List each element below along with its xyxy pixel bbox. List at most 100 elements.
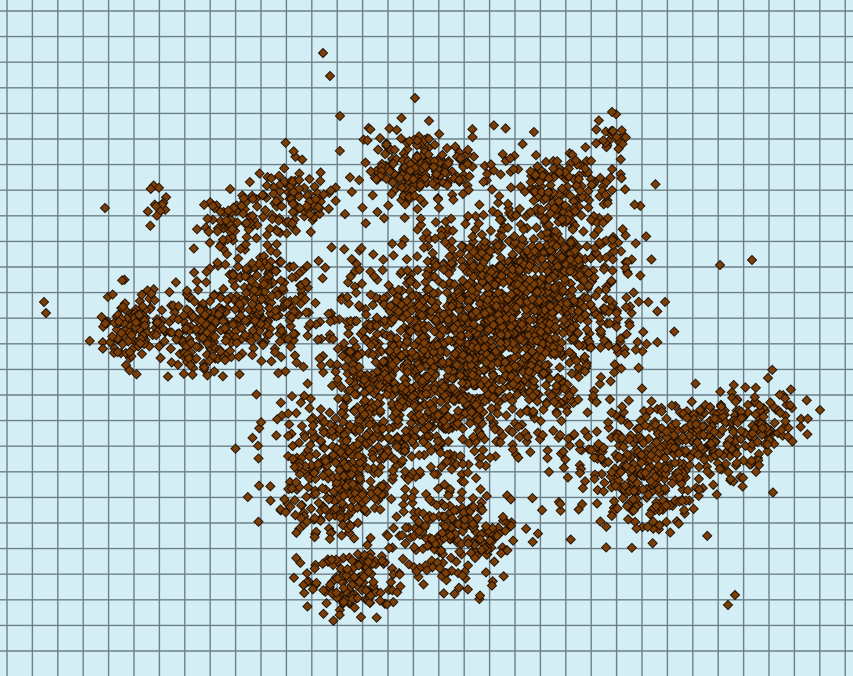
point-feature[interactable]	[693, 473, 705, 485]
point-feature[interactable]	[247, 210, 258, 222]
point-feature[interactable]	[479, 342, 490, 353]
point-feature[interactable]	[602, 198, 613, 209]
point-feature[interactable]	[266, 173, 277, 184]
point-feature[interactable]	[674, 472, 685, 483]
point-feature[interactable]	[378, 213, 390, 224]
point-feature[interactable]	[731, 457, 743, 469]
point-feature[interactable]	[456, 487, 468, 498]
point-feature[interactable]	[693, 490, 704, 502]
point-feature[interactable]	[544, 373, 556, 384]
point-feature[interactable]	[99, 202, 111, 214]
point-feature[interactable]	[279, 494, 290, 505]
point-feature[interactable]	[498, 277, 509, 289]
point-feature[interactable]	[261, 180, 273, 191]
point-feature[interactable]	[391, 333, 403, 344]
point-feature[interactable]	[492, 408, 503, 419]
point-feature[interactable]	[330, 503, 341, 514]
point-feature[interactable]	[457, 377, 468, 389]
point-feature[interactable]	[242, 491, 254, 503]
point-feature[interactable]	[271, 247, 283, 259]
point-feature[interactable]	[640, 467, 651, 479]
point-feature[interactable]	[315, 175, 326, 187]
point-feature[interactable]	[356, 242, 367, 254]
point-feature[interactable]	[124, 347, 135, 358]
point-feature[interactable]	[367, 190, 378, 201]
point-feature[interactable]	[598, 442, 609, 453]
point-feature[interactable]	[463, 329, 474, 340]
point-feature[interactable]	[522, 245, 533, 257]
point-feature[interactable]	[241, 231, 252, 243]
point-feature[interactable]	[286, 390, 298, 402]
point-feature[interactable]	[566, 368, 578, 379]
point-feature[interactable]	[247, 193, 258, 205]
point-feature[interactable]	[274, 336, 286, 347]
point-feature[interactable]	[455, 450, 466, 462]
point-feature[interactable]	[185, 359, 196, 371]
point-feature[interactable]	[342, 291, 353, 303]
point-feature[interactable]	[117, 301, 129, 312]
point-feature[interactable]	[705, 401, 716, 413]
point-feature[interactable]	[305, 503, 317, 514]
point-feature[interactable]	[629, 199, 640, 210]
point-feature[interactable]	[286, 272, 298, 283]
point-feature[interactable]	[618, 441, 629, 453]
point-feature[interactable]	[392, 415, 403, 426]
point-feature[interactable]	[513, 452, 524, 463]
point-feature[interactable]	[565, 534, 576, 545]
point-feature[interactable]	[470, 306, 482, 317]
point-feature[interactable]	[319, 416, 330, 428]
point-feature[interactable]	[264, 329, 275, 340]
point-feature[interactable]	[299, 587, 310, 599]
point-feature[interactable]	[559, 242, 571, 253]
point-feature[interactable]	[398, 506, 409, 517]
point-feature[interactable]	[401, 336, 413, 347]
point-feature[interactable]	[285, 320, 297, 332]
point-feature[interactable]	[181, 285, 193, 297]
point-feature[interactable]	[384, 123, 395, 134]
point-feature[interactable]	[643, 296, 654, 308]
point-feature[interactable]	[40, 307, 52, 319]
point-feature[interactable]	[149, 295, 160, 306]
point-feature[interactable]	[481, 490, 493, 502]
point-feature[interactable]	[449, 348, 461, 360]
point-feature[interactable]	[628, 494, 639, 505]
point-feature[interactable]	[676, 495, 688, 507]
point-feature[interactable]	[240, 239, 252, 250]
point-feature[interactable]	[462, 584, 474, 595]
point-feature[interactable]	[227, 319, 239, 331]
point-feature[interactable]	[556, 183, 568, 194]
point-feature[interactable]	[446, 301, 457, 312]
point-feature[interactable]	[219, 323, 231, 334]
point-feature[interactable]	[615, 414, 627, 426]
point-feature[interactable]	[505, 153, 516, 164]
point-feature[interactable]	[384, 345, 395, 357]
point-feature[interactable]	[652, 336, 663, 348]
point-feature[interactable]	[562, 472, 574, 483]
point-feature[interactable]	[428, 346, 439, 358]
point-feature[interactable]	[559, 200, 571, 211]
point-feature[interactable]	[673, 448, 685, 459]
point-feature[interactable]	[448, 322, 459, 334]
point-feature[interactable]	[395, 581, 406, 592]
point-feature[interactable]	[414, 300, 425, 311]
point-feature[interactable]	[235, 243, 246, 255]
point-feature[interactable]	[265, 495, 276, 506]
point-feature[interactable]	[285, 501, 296, 513]
point-feature[interactable]	[263, 261, 274, 272]
point-feature[interactable]	[188, 311, 199, 322]
point-feature[interactable]	[188, 267, 200, 278]
point-feature[interactable]	[159, 336, 170, 347]
point-feature[interactable]	[485, 225, 497, 237]
point-feature[interactable]	[568, 295, 580, 306]
point-feature[interactable]	[251, 389, 262, 400]
point-feature[interactable]	[487, 370, 499, 381]
point-feature[interactable]	[525, 446, 536, 458]
point-feature[interactable]	[344, 172, 356, 183]
point-feature[interactable]	[310, 193, 322, 205]
point-feature[interactable]	[334, 609, 345, 621]
point-feature[interactable]	[644, 405, 656, 416]
point-feature[interactable]	[574, 185, 586, 197]
point-feature[interactable]	[446, 565, 457, 577]
point-feature[interactable]	[684, 460, 695, 471]
point-feature[interactable]	[419, 172, 431, 184]
